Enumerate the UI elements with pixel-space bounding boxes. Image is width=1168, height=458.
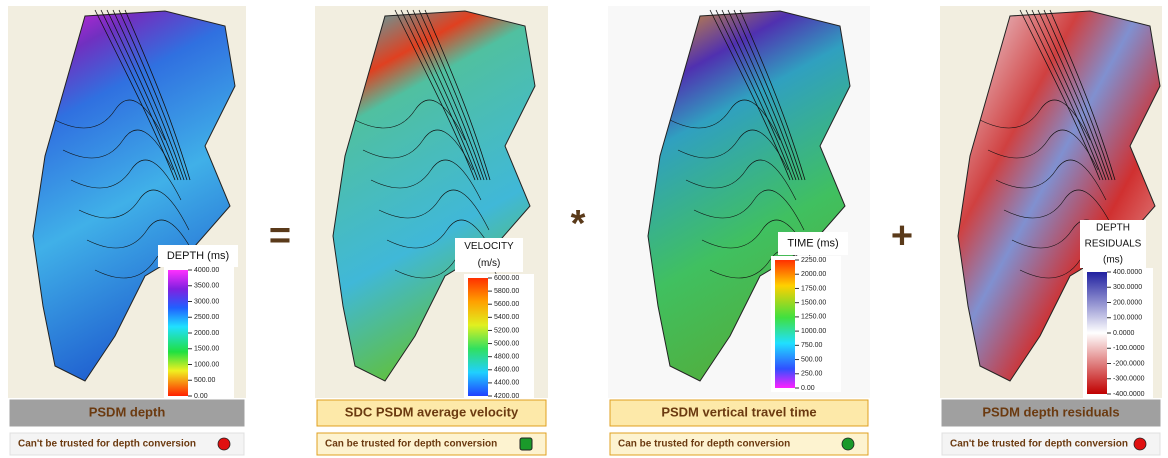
legend-tick-label: 1750.00 [801,285,826,292]
figure: DEPTH (ms) 4000.00 3500.00 3000.00 2500.00 20… [0,0,1168,458]
legend-title: TIME (ms) [787,237,838,249]
legend-tick-label: 400.0000 [1113,269,1142,276]
legend-tick-label: 2000.00 [801,271,826,278]
legend-tick-label: -200.0000 [1113,360,1145,367]
legend-tick-label: 4600.00 [494,367,519,374]
colorbar [468,278,488,396]
legend-tick-label: 3500.00 [194,283,219,290]
legend-title: (ms) [1103,255,1123,266]
status-icon [520,438,532,450]
legend-tick-label: 1000.00 [801,328,826,335]
caption: SDC PSDM average velocity [345,404,519,419]
colorbar [168,270,188,396]
colorbar [1087,272,1107,394]
status-icon [218,438,230,450]
status-text: Can be trusted for depth conversion [618,439,790,450]
legend-tick-label: 0.00 [194,393,208,400]
legend-tick-label: 1000.00 [194,361,219,368]
caption: PSDM depth residuals [982,404,1119,419]
legend-tick-label: 100.0000 [1113,315,1142,322]
operator: + [891,215,913,257]
legend-tick-label: -400.0000 [1113,391,1145,398]
legend-tick-label: 2000.00 [194,330,219,337]
operator: = [269,215,291,257]
legend-tick-label: 4800.00 [494,354,519,361]
caption: PSDM vertical travel time [661,404,816,419]
legend-title: RESIDUALS [1085,239,1142,250]
legend-tick-label: 4000.00 [194,267,219,274]
legend-tick-label: 4200.00 [494,393,519,400]
colorbar [775,260,795,388]
status-icon [1134,438,1146,450]
legend-title: DEPTH [1096,223,1130,234]
legend-tick-label: 3000.00 [194,298,219,305]
legend-tick-label: 5800.00 [494,288,519,295]
operator: * [571,203,586,245]
legend-tick-label: 750.00 [801,342,823,349]
legend-tick-label: 5600.00 [494,301,519,308]
legend-title: VELOCITY [464,241,514,252]
legend-tick-label: 1500.00 [194,346,219,353]
legend-tick-label: 300.0000 [1113,284,1142,291]
legend-tick-label: 1250.00 [801,314,826,321]
legend-tick-label: 6000.00 [494,275,519,282]
legend-tick-label: 5200.00 [494,327,519,334]
legend-tick-label: 2250.00 [801,257,826,264]
legend-title: (m/s) [478,258,501,269]
legend-tick-label: 500.00 [194,377,216,384]
legend-title: DEPTH (ms) [167,250,229,262]
legend-tick-label: 500.00 [801,356,823,363]
legend-tick-label: 0.00 [801,385,815,392]
legend-tick-label: 2500.00 [194,314,219,321]
legend-tick-label: 5400.00 [494,314,519,321]
legend-tick-label: 5000.00 [494,340,519,347]
caption: PSDM depth [89,404,166,419]
legend-tick-label: 0.0000 [1113,330,1135,337]
legend-tick-label: 4400.00 [494,380,519,387]
legend-tick-label: -100.0000 [1113,345,1145,352]
legend-tick-label: 1500.00 [801,300,826,307]
status-text: Can't be trusted for depth conversion [18,439,196,450]
status-icon [842,438,854,450]
status-text: Can't be trusted for depth conversion [950,439,1128,450]
legend-tick-label: -300.0000 [1113,376,1145,383]
legend-tick-label: 200.0000 [1113,299,1142,306]
legend-tick-label: 250.00 [801,371,823,378]
status-text: Can be trusted for depth conversion [325,439,497,450]
